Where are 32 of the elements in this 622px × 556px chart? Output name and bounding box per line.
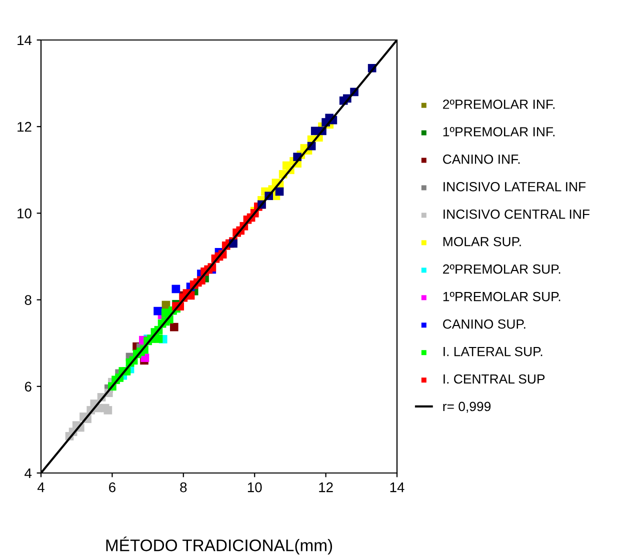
x-tick-label: 6 bbox=[109, 482, 116, 492]
point bbox=[154, 306, 162, 316]
legend-label: INCISIVO LATERAL INF bbox=[444, 182, 586, 192]
legend-label: I. CENTRAL SUP bbox=[444, 374, 545, 384]
point bbox=[170, 322, 178, 332]
legend-label: 1ºPREMOLAR SUP. bbox=[443, 292, 560, 302]
y-tick-label: 6 bbox=[24, 382, 32, 392]
point bbox=[161, 308, 170, 317]
legend-label: INCISIVO CENTRAL INF bbox=[444, 209, 590, 219]
y-tick-label: 10 bbox=[18, 208, 32, 218]
legend-label: 1ºPREMOLAR INF. bbox=[443, 127, 555, 136]
legend-label: 2ºPREMOLAR SUP. bbox=[443, 264, 560, 274]
legend-label: r= 0,999 bbox=[443, 402, 491, 413]
x-axis-title: MÉTODO TRADICIONAL(mm) bbox=[106, 536, 332, 555]
x-tick-label: 10 bbox=[248, 482, 262, 492]
y-tick-label: 8 bbox=[24, 295, 32, 305]
legend-label: CANINO SUP. bbox=[443, 319, 526, 329]
x-tick-label: 14 bbox=[390, 482, 404, 492]
point bbox=[275, 187, 284, 196]
point bbox=[172, 284, 180, 294]
y-tick-label: 14 bbox=[18, 35, 32, 46]
legend-label: CANINO INF. bbox=[443, 154, 520, 164]
x-tick-label: 8 bbox=[180, 482, 187, 492]
x-tick-label: 4 bbox=[37, 482, 44, 492]
point bbox=[104, 406, 112, 414]
y-tick-label: 12 bbox=[18, 122, 32, 132]
legend-label: MOLAR SUP. bbox=[443, 236, 521, 246]
point bbox=[154, 334, 163, 343]
y-tick-label: 4 bbox=[24, 468, 32, 478]
legend-label: 2ºPREMOLAR INF. bbox=[443, 100, 555, 109]
legend-label: I. LATERAL SUP. bbox=[444, 346, 542, 356]
x-tick-label: 12 bbox=[319, 482, 333, 492]
